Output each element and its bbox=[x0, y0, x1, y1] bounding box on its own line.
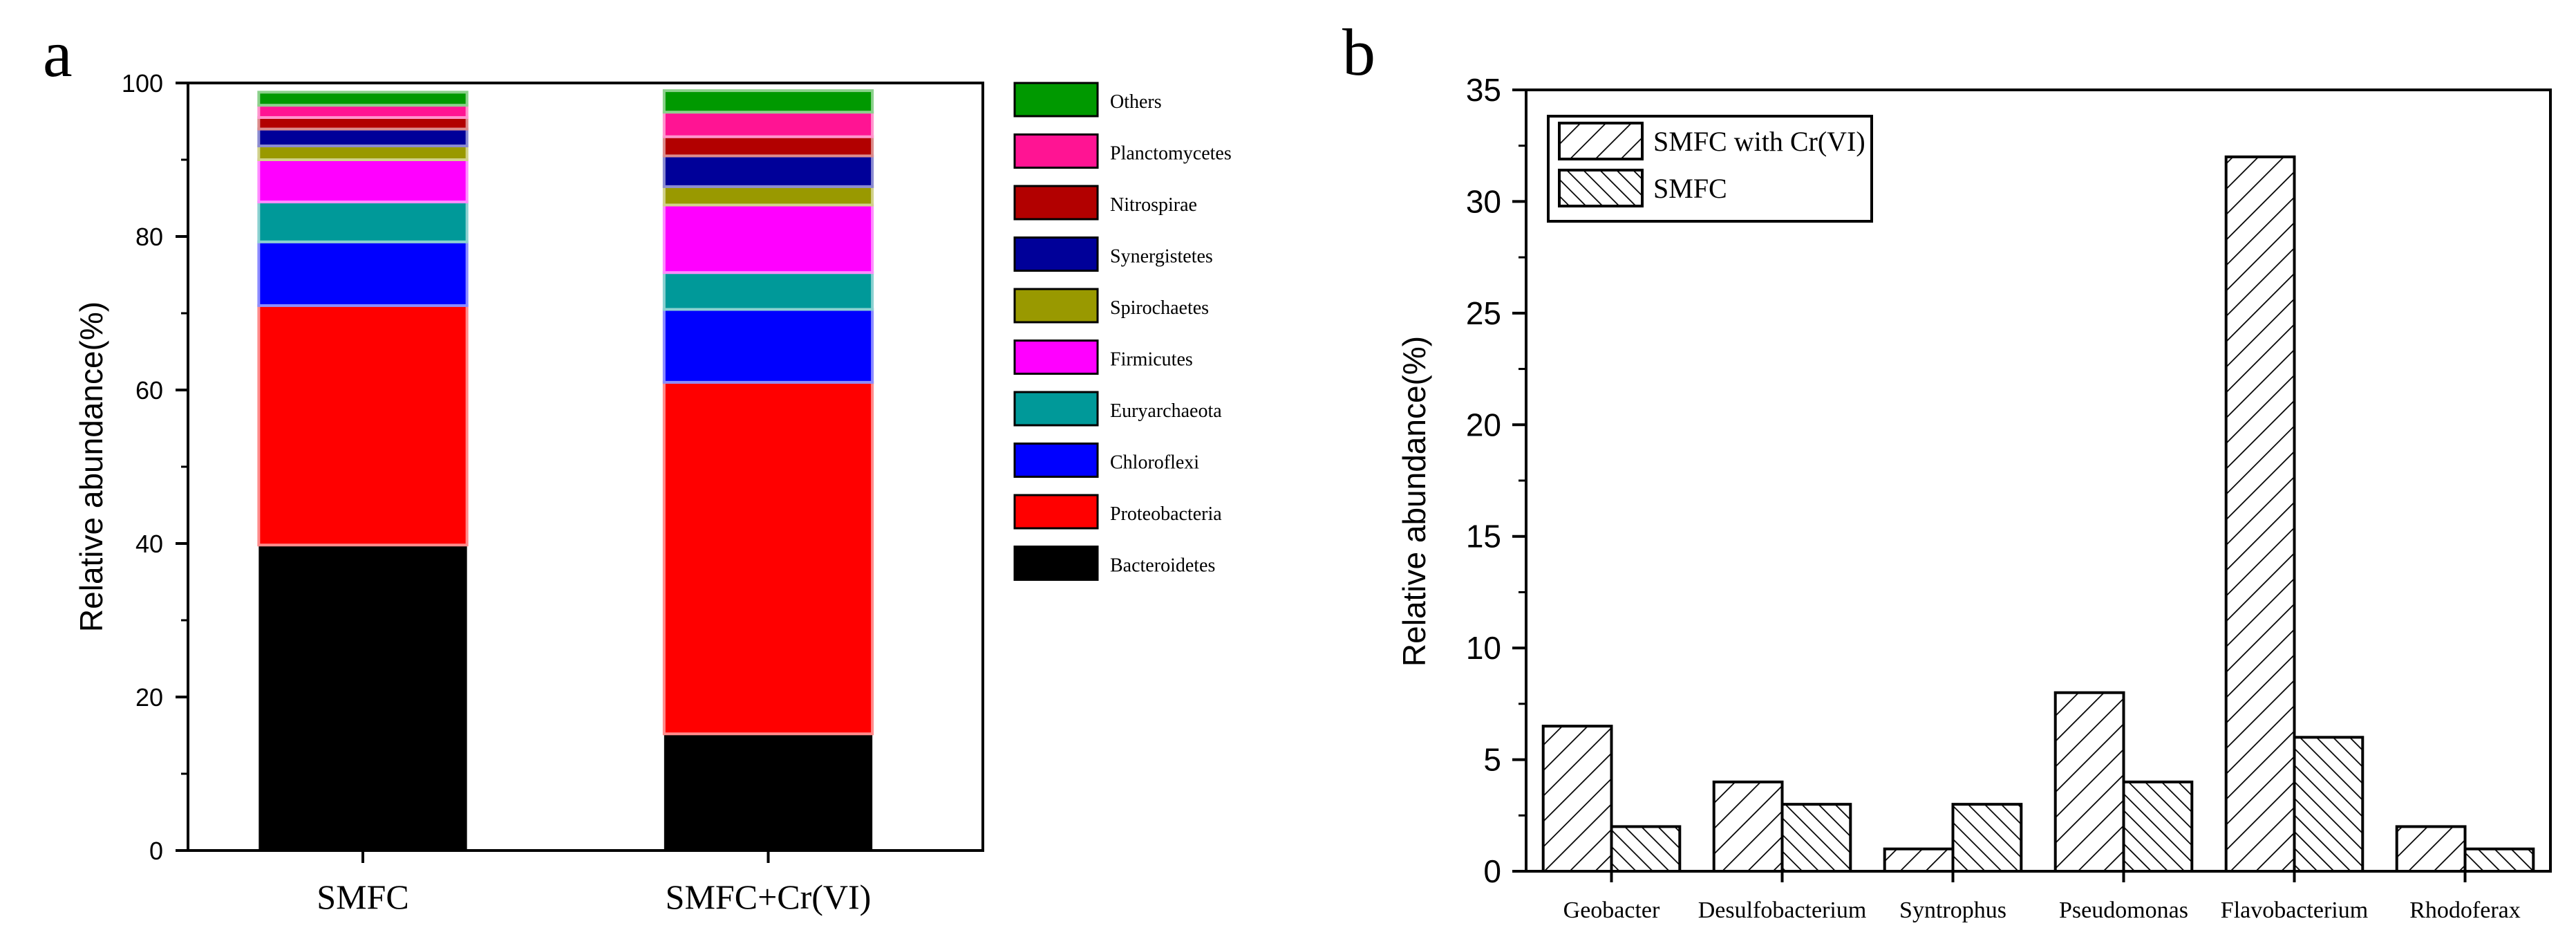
bar-segment bbox=[257, 104, 469, 119]
bar bbox=[1883, 847, 1955, 873]
legend-swatch bbox=[1013, 494, 1099, 530]
chart-b: 0 5 10 15 20 25 30 35 Geobacter Desulfobacterium… bbox=[1396, 72, 2552, 923]
bar-segment bbox=[662, 135, 874, 158]
legend-swatch bbox=[1013, 443, 1099, 478]
legend-swatch bbox=[1013, 133, 1099, 169]
chart-a-y-axis-label: Relative abundance(%) bbox=[73, 301, 109, 632]
legend-label: SMFC with Cr(VI) bbox=[1653, 126, 1865, 157]
chart-b-legend: SMFC with Cr(VI) SMFC bbox=[1547, 115, 1873, 223]
x-tick-label: Geobacter bbox=[1563, 898, 1660, 923]
x-tick-label: Desulfobacterium bbox=[1698, 898, 1867, 923]
bar-segment bbox=[664, 734, 873, 851]
bar-segment bbox=[662, 308, 874, 384]
bar-segment bbox=[662, 185, 874, 207]
chart-a-y-axis: 0 20 40 60 80 100 bbox=[122, 69, 188, 865]
legend-label: Bacteroidetes bbox=[1110, 555, 1215, 577]
legend-swatch bbox=[1558, 122, 1644, 160]
y-tick-label: 60 bbox=[135, 376, 163, 405]
legend-swatch bbox=[1013, 340, 1099, 375]
y-tick-label: 15 bbox=[1466, 519, 1501, 555]
bar-segment bbox=[662, 271, 874, 311]
chart-a-bars bbox=[257, 89, 874, 851]
legend-label: SMFC bbox=[1653, 173, 1727, 204]
x-tick-label: Syntrophus bbox=[1899, 898, 2006, 923]
bar bbox=[1951, 803, 2023, 873]
panel-label-b: b bbox=[1342, 15, 1375, 89]
x-tick-label: SMFC+Cr(VI) bbox=[666, 877, 872, 916]
legend-label: Spirochaetes bbox=[1110, 297, 1209, 319]
bar bbox=[2395, 825, 2467, 873]
y-tick-label: 35 bbox=[1466, 72, 1501, 108]
chart-a: 0 20 40 60 80 100 SMFC SMFC+Cr(VI) Relative ab… bbox=[73, 69, 1232, 916]
legend-label: Others bbox=[1110, 91, 1162, 113]
chart-b-x-axis: Geobacter Desulfobacterium Syntrophus Pseud… bbox=[1563, 871, 2521, 923]
bar bbox=[2293, 736, 2365, 873]
y-tick-label: 40 bbox=[135, 530, 163, 558]
bar-segment bbox=[257, 201, 469, 243]
bar-segment bbox=[662, 154, 874, 188]
bar-segment bbox=[257, 145, 469, 162]
legend-swatch bbox=[1013, 546, 1099, 581]
chart-b-y-axis: 0 5 10 15 20 25 30 35 bbox=[1466, 72, 1526, 889]
x-tick-label: Pseudomonas bbox=[2059, 898, 2188, 923]
chart-b-bars bbox=[1541, 155, 2535, 873]
bar bbox=[2122, 780, 2194, 873]
x-tick-label: Rhodoferax bbox=[2409, 898, 2521, 923]
bar-segment bbox=[662, 111, 874, 138]
bar bbox=[2463, 847, 2535, 873]
y-tick-label: 0 bbox=[1483, 853, 1501, 889]
bar-segment bbox=[257, 158, 469, 204]
y-tick-label: 10 bbox=[1466, 630, 1501, 666]
chart-a-legend: Others Planctomycetes Nitrospirae Synergist… bbox=[1013, 82, 1232, 581]
bar-segment bbox=[662, 89, 874, 114]
legend-label: Planctomycetes bbox=[1110, 143, 1232, 165]
bar bbox=[2053, 691, 2125, 873]
legend-label: Euryarchaeota bbox=[1110, 400, 1222, 422]
panel-label-a: a bbox=[43, 17, 73, 91]
y-tick-label: 20 bbox=[135, 683, 163, 712]
legend-swatch bbox=[1013, 82, 1099, 118]
bar-segment bbox=[257, 240, 469, 307]
bar bbox=[1780, 803, 1852, 873]
x-tick-label: SMFC bbox=[317, 877, 408, 916]
chart-b-y-axis-label: Relative abundance(%) bbox=[1396, 336, 1432, 667]
y-tick-label: 30 bbox=[1466, 183, 1501, 219]
legend-swatch bbox=[1013, 185, 1099, 221]
bar bbox=[1610, 825, 1682, 873]
bar bbox=[1541, 725, 1613, 873]
x-tick-label: Flavobacterium bbox=[2221, 898, 2368, 923]
bar-segment bbox=[257, 304, 469, 547]
legend-label: Chloroflexi bbox=[1110, 452, 1199, 474]
bar-segment bbox=[258, 545, 467, 851]
chart-a-x-axis: SMFC SMFC+Cr(VI) bbox=[317, 851, 871, 916]
y-tick-label: 25 bbox=[1466, 295, 1501, 331]
bar-segment bbox=[662, 380, 874, 736]
y-tick-label: 0 bbox=[149, 837, 163, 865]
legend-label: Synergistetes bbox=[1110, 246, 1213, 268]
bar-segment bbox=[257, 91, 469, 107]
bar bbox=[2224, 155, 2296, 873]
legend-swatch bbox=[1013, 391, 1099, 427]
bar-segment bbox=[257, 127, 469, 148]
y-tick-label: 5 bbox=[1483, 742, 1501, 778]
legend-label: Nitrospirae bbox=[1110, 194, 1197, 216]
legend-swatch bbox=[1013, 288, 1099, 324]
bar-segment bbox=[257, 115, 469, 131]
y-tick-label: 80 bbox=[135, 223, 163, 251]
y-tick-label: 100 bbox=[122, 69, 163, 97]
bar-segment bbox=[662, 203, 874, 275]
legend-swatch bbox=[1013, 236, 1099, 272]
legend-label: Firmicutes bbox=[1110, 349, 1193, 371]
bar bbox=[1712, 780, 1784, 873]
legend-label: Proteobacteria bbox=[1110, 503, 1222, 525]
legend-swatch bbox=[1558, 169, 1644, 207]
y-tick-label: 20 bbox=[1466, 407, 1501, 443]
